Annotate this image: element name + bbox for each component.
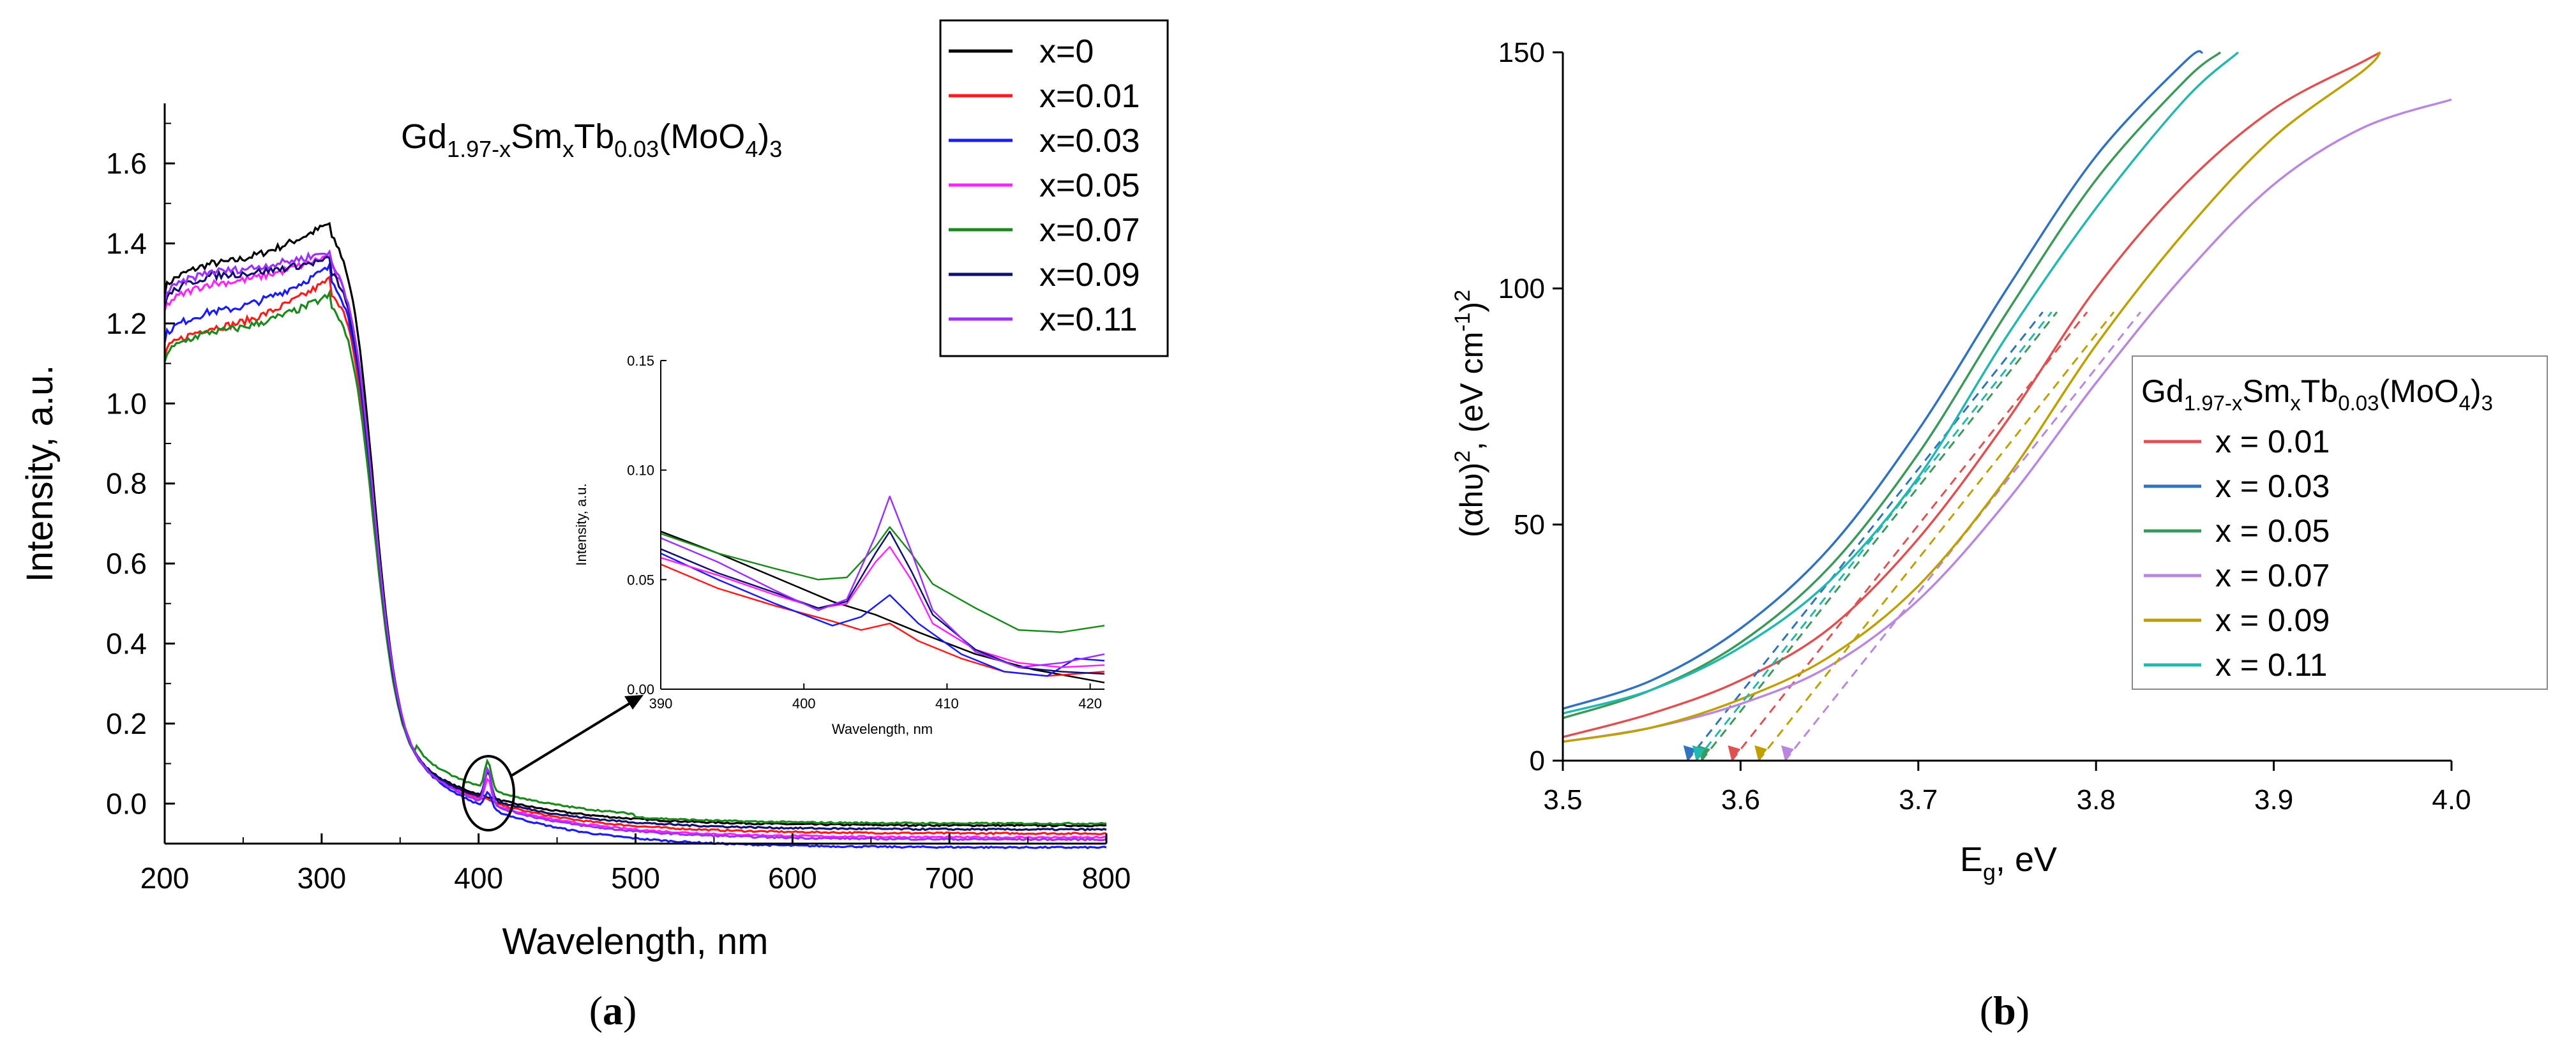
inset-series-x-0-03 (660, 552, 1105, 677)
main-y-tick-label: 1.2 (106, 307, 147, 340)
tauc-x-tick-label: 4.0 (2432, 784, 2471, 816)
inset-y-label: Intensity, a.u. (573, 483, 589, 565)
tauc-eg-arrow (1754, 745, 1768, 761)
tauc-legend-label: x = 0.11 (2215, 647, 2328, 683)
main-y-tick-label: 0.6 (106, 547, 147, 580)
tauc-eg-arrow (1728, 745, 1741, 761)
main-x-tick-label: 200 (140, 861, 190, 895)
inset-series-x-0 (660, 530, 1105, 683)
main-series-x-0-01 (163, 275, 1107, 836)
inset-x-tick-label: 390 (649, 696, 673, 712)
tauc-eg-arrow (1683, 745, 1696, 761)
tauc-series-x-0-05 (1562, 51, 2222, 720)
main-y-tick-label: 1.6 (106, 147, 147, 180)
tauc-x-tick-label: 3.5 (1543, 784, 1582, 816)
tauc-y-label: (αhυ)2, (eV cm-1)2 (1450, 290, 1489, 537)
tauc-series-x-0-03 (1562, 50, 2204, 710)
tauc-x-label: Eg, eV (1960, 840, 2057, 885)
main-x-tick-label: 800 (1082, 861, 1131, 895)
main-ticks: 200 300 400 500 600 700 800 0.0 0.2 0.4 0.6 0.8 1.0 1… (106, 123, 1131, 895)
tauc-series-group (1562, 50, 2452, 761)
main-x-tick-label: 300 (297, 861, 346, 895)
main-legend-label: x=0.03 (1039, 123, 1140, 160)
inset-y-tick-label: 0.00 (627, 682, 654, 697)
tauc-y-tick-label: 150 (1498, 37, 1545, 68)
zoom-arrow-head (624, 695, 644, 710)
inset-x-tick-label: 400 (792, 696, 816, 712)
inset-series-x-0-05 (660, 546, 1105, 668)
tauc-fit-line (1700, 311, 2058, 761)
main-legend-label: x=0.11 (1039, 301, 1138, 338)
main-series-x-0-09 (163, 255, 1107, 832)
tauc-x-tick-label: 3.7 (1899, 784, 1938, 816)
tauc-ticks: 3.5 3.6 3.7 3.8 3.9 4.0 0 50 100 150 (1498, 37, 2471, 816)
tauc-legend (2132, 355, 2548, 690)
main-x-tick-label: 400 (454, 861, 503, 895)
tauc-series-x-0-07 (1562, 98, 2452, 743)
inset-series-x-0-11 (660, 495, 1105, 668)
panel-b: 3.5 3.6 3.7 3.8 3.9 4.0 0 50 100 150 (αhυ)2, (eV … (1450, 37, 2548, 1033)
inset-x-tick-label: 410 (935, 696, 959, 712)
tauc-fit-line (1758, 311, 2115, 761)
tauc-legend-label: x = 0.03 (2215, 468, 2330, 504)
panel-b-label: (b) (1980, 988, 2030, 1033)
tauc-legend-label: x = 0.05 (2215, 513, 2330, 549)
main-series-x-0 (163, 221, 1107, 828)
panel-a: 200 300 400 500 600 700 800 0.0 0.2 0.4 0.6 0.8 1.0 1… (19, 19, 1169, 1033)
main-title: Gd1.97-xSmxTb0.03(MoO4)3 (401, 117, 782, 162)
inset-series-x-0-07 (660, 526, 1105, 633)
main-x-tick-label: 600 (768, 861, 817, 895)
main-legend-label: x=0.07 (1039, 212, 1140, 249)
tauc-legend-label: x = 0.09 (2215, 602, 2330, 638)
tauc-legend-label: x = 0.01 (2215, 424, 2330, 459)
main-y-tick-label: 0.2 (106, 707, 147, 740)
main-legend-label: x=0.09 (1039, 257, 1140, 294)
main-legend (939, 19, 1169, 357)
tauc-fit-line (1784, 311, 2141, 761)
main-y-label: Intensity, a.u. (19, 365, 61, 583)
main-y-tick-label: 0.0 (106, 787, 147, 820)
zoom-ellipse (462, 755, 515, 831)
main-legend-label: x=0 (1039, 33, 1094, 70)
inset-x-tick-label: 420 (1078, 696, 1102, 712)
tauc-legend-items: x = 0.01 x = 0.03 x = 0.05 x = 0.07 x = 0.09… (2144, 424, 2330, 683)
main-legend-items: x=0 x=0.01 x=0.03 x=0.05 x=0.07 x=0.09 x=0.11 (949, 33, 1140, 338)
main-series-x-0-07 (163, 288, 1107, 826)
zoom-arrow-line (511, 701, 633, 777)
tauc-legend-title: Gd1.97-xSmxTb0.03(MoO4)3 (2141, 373, 2493, 415)
tauc-series-x-0-09 (1562, 51, 2381, 743)
tauc-eg-arrow (1692, 745, 1705, 761)
inset-background (661, 361, 1104, 689)
main-x-label: Wavelength, nm (502, 921, 769, 962)
main-legend-label: x=0.05 (1039, 167, 1140, 204)
tauc-series-x-0-01 (1562, 51, 2381, 738)
tauc-x-tick-label: 3.6 (1721, 784, 1760, 816)
tauc-series-x-0-11 (1562, 51, 2240, 715)
inset-y-tick-label: 0.10 (627, 463, 654, 479)
inset-ticks: 390 400 410 420 0.00 0.05 0.10 0.15 (627, 353, 1102, 712)
tauc-y-tick-label: 100 (1498, 273, 1545, 304)
inset-series-group (660, 495, 1105, 683)
tauc-y-tick-label: 50 (1514, 509, 1545, 540)
tauc-x-tick-label: 3.8 (2077, 784, 2116, 816)
tauc-fit-line (1731, 311, 2088, 761)
inset-x-label: Wavelength, nm (832, 721, 933, 737)
panel-a-label: (a) (589, 988, 637, 1033)
tauc-y-tick-label: 0 (1530, 745, 1545, 777)
main-x-tick-label: 700 (925, 861, 974, 895)
tauc-legend-label: x = 0.07 (2215, 558, 2330, 593)
main-y-tick-label: 1.4 (106, 227, 147, 260)
tauc-eg-arrow (1781, 745, 1794, 761)
tauc-x-tick-label: 3.9 (2254, 784, 2293, 816)
main-y-tick-label: 0.4 (106, 627, 147, 660)
inset-y-tick-label: 0.05 (627, 572, 654, 588)
main-y-tick-label: 1.0 (106, 387, 147, 420)
main-legend-label: x=0.01 (1039, 78, 1140, 115)
main-y-tick-label: 0.8 (106, 467, 147, 500)
inset-y-tick-label: 0.15 (627, 353, 654, 369)
tauc-fit-line (1695, 311, 2053, 761)
main-x-tick-label: 500 (611, 861, 660, 895)
tauc-fit-line (1686, 311, 2044, 761)
